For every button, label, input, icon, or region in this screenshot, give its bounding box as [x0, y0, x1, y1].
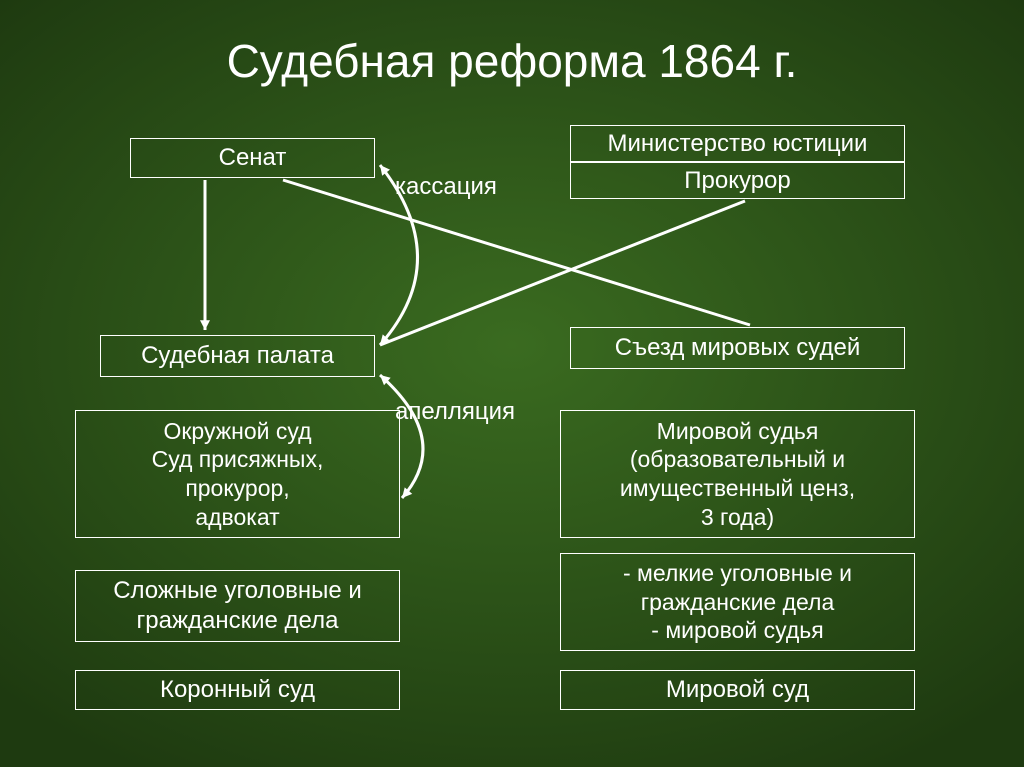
- box-minor-cases: - мелкие уголовные и гражданские дела - …: [560, 553, 915, 651]
- box-prosecutor: Прокурор: [570, 162, 905, 199]
- box-crown-text: Коронный суд: [160, 675, 315, 705]
- box-peace-court: Мировой суд: [560, 670, 915, 710]
- box-minor-text: - мелкие уголовные и гражданские дела - …: [623, 559, 852, 645]
- slide-title: Судебная реформа 1864 г.: [0, 34, 1024, 88]
- box-peace-text: Мировой суд: [666, 675, 809, 705]
- box-chamber-text: Судебная палата: [141, 341, 334, 371]
- box-ministry-text: Министерство юстиции: [608, 129, 868, 159]
- box-district-text: Окружной суд Суд присяжных, прокурор, ад…: [152, 417, 324, 532]
- label-appeal: апелляция: [395, 398, 515, 426]
- box-justice-text: Мировой судья (образовательный и имущест…: [620, 417, 855, 532]
- slide-background: [0, 0, 1024, 767]
- box-complex-text: Сложные уголовные и гражданские дела: [113, 576, 362, 636]
- box-judicial-chamber: Судебная палата: [100, 335, 375, 377]
- box-district-court: Окружной суд Суд присяжных, прокурор, ад…: [75, 410, 400, 538]
- box-ministry-justice: Министерство юстиции: [570, 125, 905, 162]
- box-congress-text: Съезд мировых судей: [615, 333, 861, 363]
- box-complex-cases: Сложные уголовные и гражданские дела: [75, 570, 400, 642]
- box-congress-justices: Съезд мировых судей: [570, 327, 905, 369]
- box-peace-justice: Мировой судья (образовательный и имущест…: [560, 410, 915, 538]
- label-cassation: кассация: [395, 173, 497, 201]
- box-prosecutor-text: Прокурор: [684, 166, 791, 196]
- box-senate-text: Сенат: [219, 143, 287, 173]
- box-senate: Сенат: [130, 138, 375, 178]
- box-crown-court: Коронный суд: [75, 670, 400, 710]
